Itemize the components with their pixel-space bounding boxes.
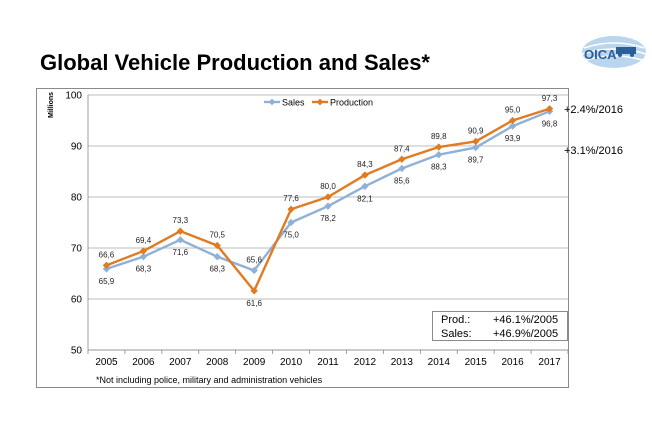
sales-data-label: 85,6	[394, 176, 410, 185]
sales-marker	[213, 252, 221, 261]
sales-data-label: 88,3	[431, 163, 447, 172]
sales-marker	[139, 252, 148, 261]
summary-key: Prod.:	[441, 314, 471, 326]
growth-summary-box: Prod.: +46.1%/2005 Sales: +46.9%/2005	[432, 311, 568, 341]
production-data-label: 66,6	[99, 250, 115, 259]
x-tick-label: 2012	[354, 357, 377, 368]
logo-text: OICA	[584, 47, 617, 62]
production-marker	[324, 193, 332, 201]
sales-marker	[287, 218, 295, 227]
production-data-label: 89,8	[431, 132, 447, 141]
production-data-label: 80,0	[320, 182, 336, 191]
y-tick-label: 60	[71, 295, 83, 306]
summary-key: Sales:	[441, 328, 472, 340]
x-tick-label: 2013	[391, 357, 414, 368]
production-data-label: 97,3	[542, 94, 558, 103]
y-tick-label: 50	[71, 346, 83, 357]
sales-marker	[472, 143, 480, 152]
production-data-label: 77,6	[283, 194, 299, 203]
sales-data-label: 65,6	[246, 255, 262, 264]
footnote: *Not including police, military and admi…	[96, 375, 323, 385]
sales-data-label: 96,8	[542, 119, 558, 128]
summary-row-production: Prod.: +46.1%/2005	[441, 313, 567, 327]
oica-logo: OICA	[580, 34, 648, 78]
sales-marker	[435, 150, 443, 159]
production-marker	[250, 287, 258, 295]
y-tick-label: 70	[71, 244, 83, 255]
sales-marker	[250, 266, 258, 275]
sales-data-label: 89,7	[468, 156, 484, 165]
production-data-label: 73,3	[173, 216, 189, 225]
x-tick-label: 2014	[428, 357, 451, 368]
sales-data-label: 71,6	[173, 248, 189, 257]
legend-label-sales: Sales	[282, 98, 305, 108]
legend-label-production: Production	[330, 98, 373, 108]
y-tick-label: 100	[65, 91, 82, 102]
legend: Sales Production	[264, 98, 373, 108]
x-tick-label: 2006	[132, 357, 155, 368]
sales-data-label: 75,0	[283, 231, 299, 240]
production-data-label: 84,3	[357, 160, 373, 169]
x-tick-label: 2015	[465, 357, 488, 368]
axes	[87, 95, 569, 354]
production-marker	[472, 137, 480, 146]
production-data-label: 61,6	[246, 299, 262, 308]
production-marker	[435, 143, 443, 151]
production-data-label: 69,4	[136, 236, 152, 245]
x-tick-label: 2008	[206, 357, 229, 368]
summary-value: +46.9%/2005	[493, 328, 559, 340]
y-tick-label: 80	[71, 193, 83, 204]
chart-title: Global Vehicle Production and Sales*	[40, 50, 430, 75]
x-tick-label: 2009	[243, 357, 266, 368]
legend-marker	[268, 98, 276, 106]
production-data-label: 95,0	[505, 106, 521, 115]
production-data-label: 70,5	[209, 230, 225, 239]
x-tick-label: 2017	[538, 357, 561, 368]
sales-data-label: 82,1	[357, 194, 373, 203]
production-marker	[102, 261, 111, 270]
production-marker	[139, 247, 148, 255]
data-labels: 65,9 68,3 71,6 68,3 65,6 75,0 78,2 82,1 85,6 88,3…	[99, 94, 558, 308]
summary-row-sales: Sales: +46.9%/2005	[441, 327, 567, 341]
production-data-label: 90,9	[468, 126, 484, 135]
sales-marker	[176, 236, 184, 244]
x-tick-label: 2011	[317, 357, 339, 368]
production-growth-2016-note: +2.4%/2016	[564, 104, 624, 116]
x-tick-label: 2005	[95, 357, 118, 368]
sales-data-label: 93,9	[505, 134, 521, 143]
production-marker	[398, 155, 406, 163]
sales-growth-2016-note: +3.1%/2016	[564, 145, 624, 157]
tick-labels: 50 60 70 80 90 100 2005 2006 2007 2008 2009 2010 201…	[65, 91, 561, 369]
production-data-label: 87,4	[394, 144, 410, 153]
sales-data-label: 68,3	[209, 265, 225, 274]
sales-data-label: 68,3	[136, 265, 152, 274]
sales-data-label: 78,2	[320, 214, 336, 223]
series-lines	[102, 105, 554, 295]
y-tick-label: 90	[71, 142, 83, 153]
x-tick-label: 2016	[501, 357, 524, 368]
summary-value: +46.1%/2005	[493, 314, 559, 326]
sales-marker	[398, 164, 406, 173]
production-marker	[287, 205, 295, 213]
chart-frame	[36, 88, 569, 388]
sales-data-label: 65,9	[99, 277, 115, 286]
legend-marker	[316, 98, 324, 106]
x-tick-label: 2007	[169, 357, 192, 368]
x-tick-label: 2010	[280, 357, 303, 368]
